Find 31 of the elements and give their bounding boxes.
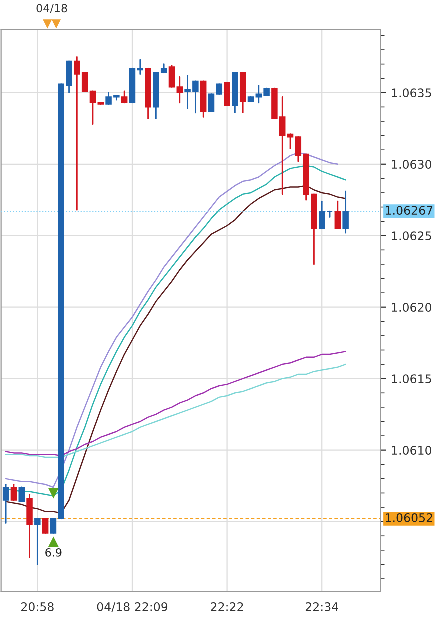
- candlestick: [18, 486, 25, 502]
- candlestick: [176, 76, 184, 104]
- candlestick: [10, 484, 18, 502]
- y-tick-label: 1.0635: [392, 88, 432, 98]
- candlestick: [318, 200, 326, 230]
- candlestick: [168, 65, 176, 88]
- candlestick: [342, 190, 349, 234]
- y-tick-label: 1.0615: [392, 374, 432, 384]
- y-tick-label: 1.0610: [392, 446, 432, 455]
- candlestick: [90, 90, 96, 126]
- annotation: 6.9: [46, 548, 62, 557]
- candlestick: [34, 518, 41, 566]
- x-tick-label: 04/18 22:09: [97, 602, 168, 612]
- candlestick: [121, 90, 128, 104]
- ref-line-label: 1.06267: [386, 206, 433, 215]
- ref-line-label: 1.06052: [386, 513, 432, 522]
- candlestick: [42, 518, 49, 534]
- x-tick-label: 22:34: [306, 602, 338, 612]
- x-tick-label: 20:58: [22, 602, 54, 612]
- x-tick-label: 22:22: [211, 602, 244, 612]
- y-tick-label: 1.0630: [392, 160, 432, 170]
- y-tick-label: 1.0625: [392, 232, 432, 241]
- candlestick: [334, 200, 342, 230]
- candlestick: [208, 94, 215, 112]
- candlestick: [216, 84, 223, 96]
- candlestick: [224, 82, 230, 106]
- y-tick-label: 1.0620: [392, 303, 432, 312]
- candlestick: [287, 134, 294, 150]
- candlestick: [2, 484, 10, 524]
- text: 04/18: [36, 4, 68, 14]
- candlestick: [137, 59, 144, 76]
